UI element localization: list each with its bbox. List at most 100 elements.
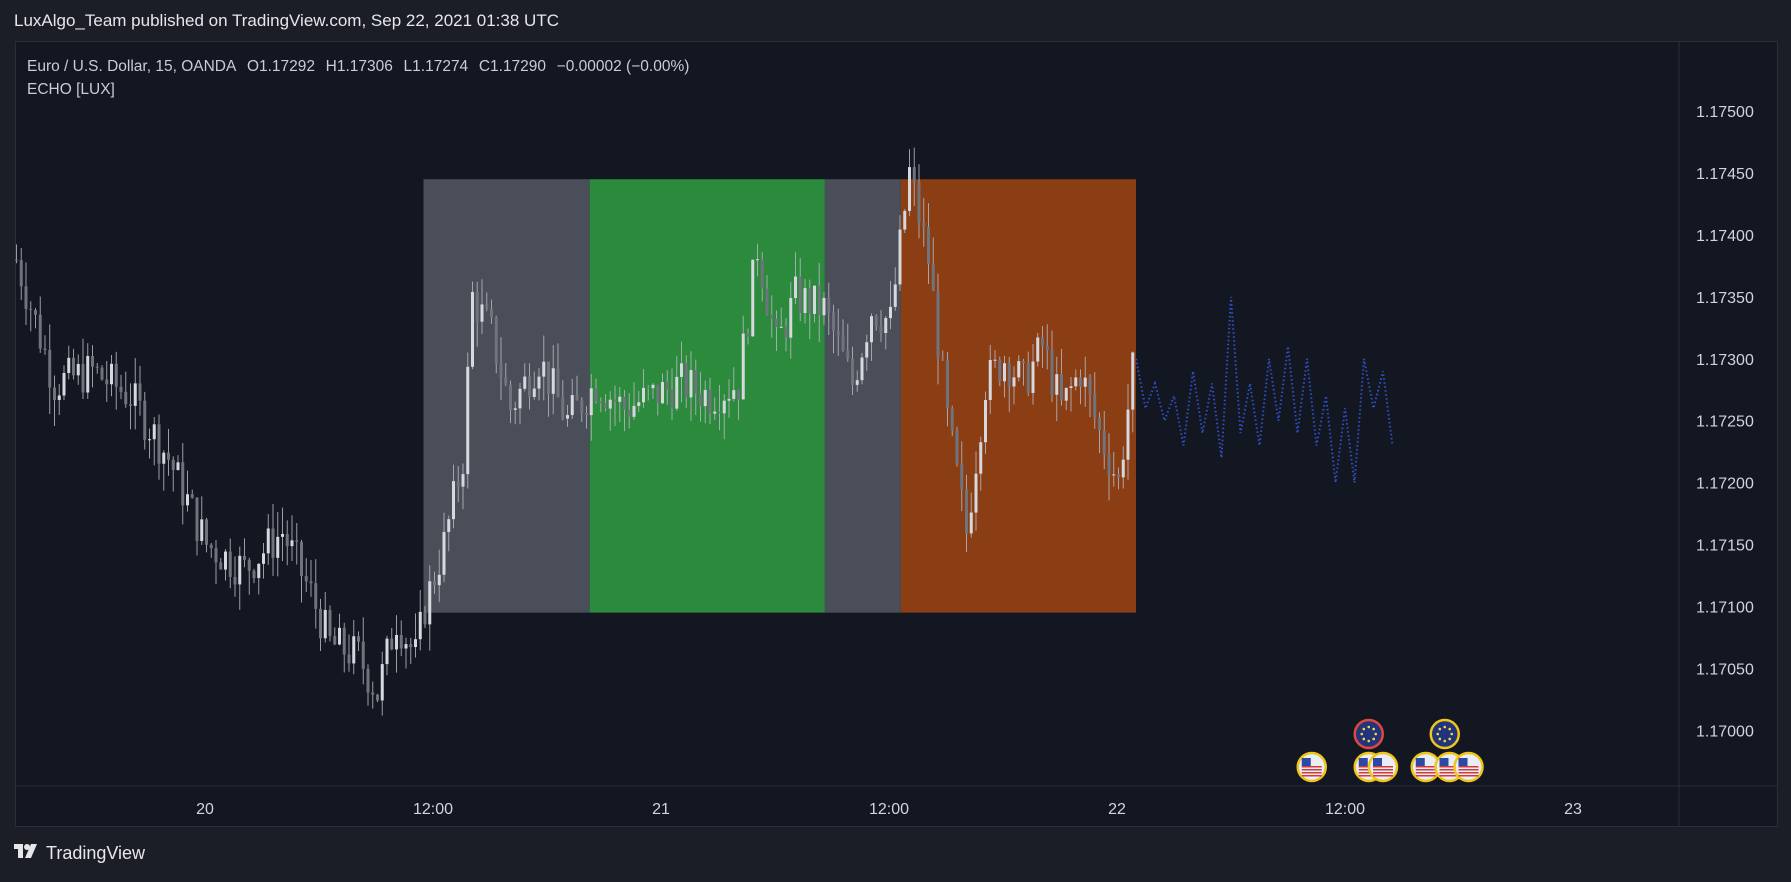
candle-body xyxy=(129,404,132,406)
candle-body xyxy=(908,167,911,211)
us-flag-stripe xyxy=(1458,766,1479,768)
candle-body xyxy=(152,424,156,440)
candle-body xyxy=(998,359,1002,382)
candle-body xyxy=(157,424,161,464)
candle-body xyxy=(214,548,218,563)
candle-body xyxy=(599,401,603,404)
candle-body xyxy=(504,377,508,385)
candle-body xyxy=(974,473,978,513)
indicator-legend-row[interactable]: ECHO [LUX] xyxy=(27,78,691,101)
candle-body xyxy=(836,331,840,336)
price-tick-label: 1.17050 xyxy=(1696,661,1754,678)
candle-body xyxy=(328,609,332,636)
candle-body xyxy=(623,396,626,410)
eu-flag-star xyxy=(1448,727,1451,731)
candle-body xyxy=(357,636,360,642)
candle-body xyxy=(684,363,688,398)
symbol-name[interactable]: Euro / U.S. Dollar, 15, OANDA xyxy=(27,58,237,75)
price-tick-label: 1.17200 xyxy=(1696,476,1754,493)
candle-body xyxy=(556,368,560,398)
candle-body xyxy=(860,357,864,381)
candle-body xyxy=(285,533,289,547)
candle-body xyxy=(604,403,607,409)
candle-body xyxy=(637,402,641,406)
candle-body xyxy=(675,376,679,409)
candle-body xyxy=(865,342,869,358)
eu-flag-star xyxy=(1367,725,1371,729)
echo-zone-gray xyxy=(423,179,590,613)
eu-flag-star xyxy=(1443,739,1447,743)
candle-body xyxy=(352,636,356,664)
eu-flag-icon xyxy=(1429,718,1460,750)
candle-body xyxy=(708,389,712,414)
candle-body xyxy=(67,357,71,373)
us-flag-stripe xyxy=(1301,775,1322,777)
candle-body xyxy=(380,664,384,701)
candle-body xyxy=(428,581,432,625)
candle-body xyxy=(984,400,987,443)
candle-body xyxy=(784,326,788,338)
us-flag-stripe xyxy=(1373,769,1393,771)
open-value: O1.17292 xyxy=(246,58,316,75)
candle-body xyxy=(1060,374,1063,401)
candle-body xyxy=(665,382,669,390)
candle-body xyxy=(314,583,318,609)
candle-body xyxy=(988,359,992,401)
price-tick-label: 1.17100 xyxy=(1696,599,1754,616)
candle-body xyxy=(523,376,527,389)
candle-body xyxy=(238,555,242,585)
candle-body xyxy=(594,388,598,402)
echo-zone-orange xyxy=(900,179,1136,613)
candle-body xyxy=(841,335,845,351)
candle-body xyxy=(395,634,398,650)
candle-body xyxy=(779,326,783,328)
candle-body xyxy=(765,288,769,315)
candle-body xyxy=(24,286,28,309)
candle-body xyxy=(119,386,123,392)
us-flag-stripe xyxy=(1439,775,1460,777)
candle-body xyxy=(376,694,379,701)
candle-body xyxy=(143,400,147,440)
candle-body xyxy=(532,388,536,397)
candle-body xyxy=(1003,363,1006,382)
candle-body xyxy=(452,481,455,520)
candle-body xyxy=(181,462,185,506)
price-tick-label: 1.17000 xyxy=(1696,723,1754,740)
candle-body xyxy=(252,570,256,579)
candle-body xyxy=(794,276,797,299)
candle-body xyxy=(737,390,740,400)
candle-body xyxy=(133,383,137,406)
candle-body xyxy=(276,536,280,558)
candle-body xyxy=(404,644,408,649)
symbol-legend-row: Euro / U.S. Dollar, 15, OANDA O1.17292 H… xyxy=(27,55,691,78)
candle-body xyxy=(946,359,949,409)
us-flag-canton xyxy=(1358,758,1368,766)
candle-body xyxy=(703,389,707,407)
us-flag-stripe xyxy=(1415,772,1436,774)
candle-body xyxy=(670,389,674,409)
candle-body xyxy=(661,382,664,404)
us-flag-stripe xyxy=(1458,775,1479,777)
us-flag-stripe xyxy=(1439,766,1460,768)
candle-body xyxy=(993,359,997,361)
candle-body xyxy=(1088,377,1092,394)
candle-body xyxy=(699,393,702,407)
candle-body xyxy=(195,497,199,541)
indicator-name[interactable]: ECHO [LUX] xyxy=(27,81,115,98)
candle-body xyxy=(1131,352,1135,410)
candle-body xyxy=(589,388,593,416)
candle-body xyxy=(1050,350,1054,395)
candle-body xyxy=(1069,386,1073,388)
tradingview-logo[interactable]: TradingView xyxy=(14,843,145,864)
time-tick-label: 12:00 xyxy=(413,801,453,818)
candle-body xyxy=(1031,361,1035,393)
candle-body xyxy=(29,308,33,311)
candle-body xyxy=(575,395,579,401)
candle-body xyxy=(228,551,232,577)
candle-body xyxy=(718,411,721,414)
candle-body xyxy=(1007,363,1011,387)
candle-body xyxy=(347,654,351,664)
us-flag-canton xyxy=(1301,758,1311,766)
candle-body xyxy=(91,356,94,367)
us-flag-stripe xyxy=(1415,769,1436,771)
